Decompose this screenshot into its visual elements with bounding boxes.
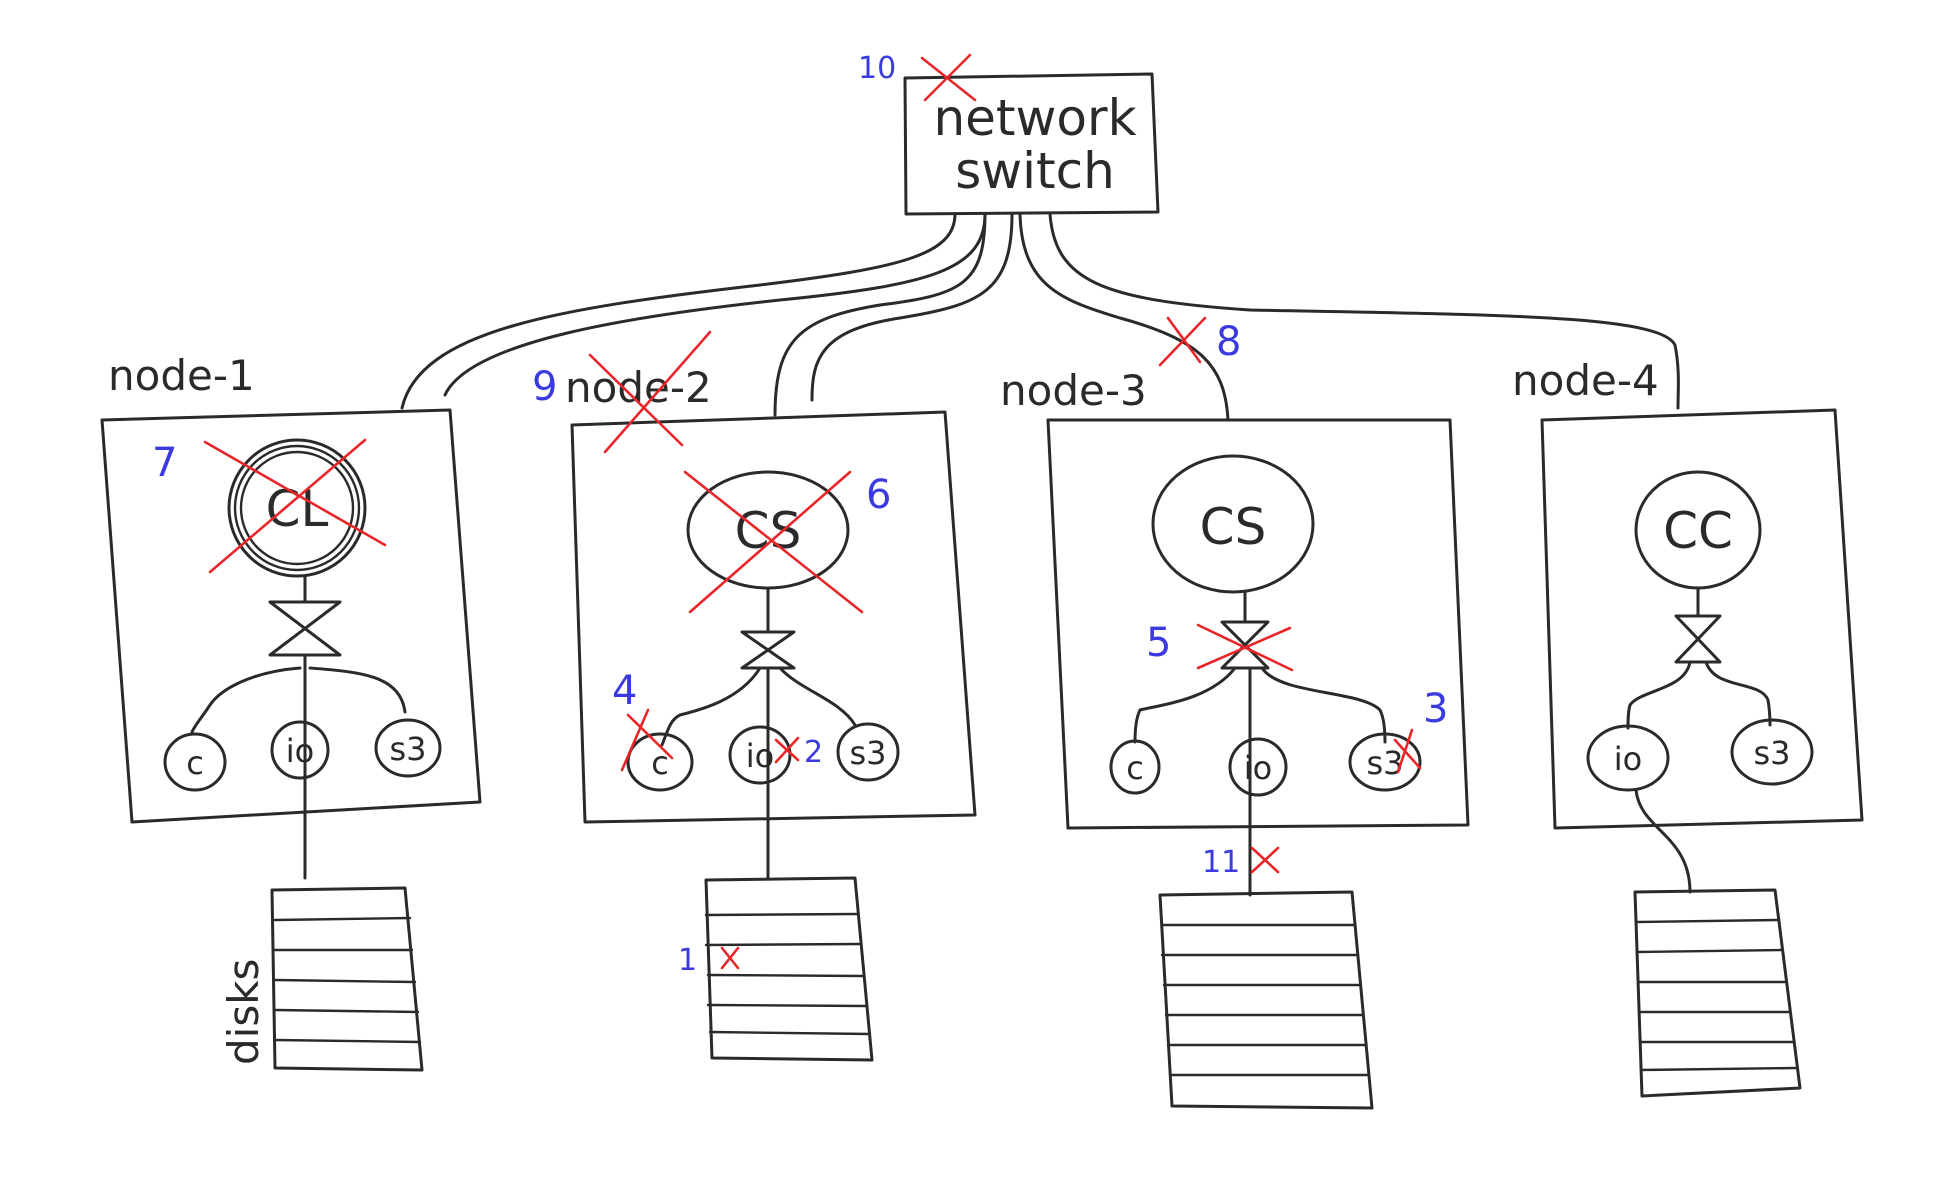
- node-2-port-io: [728, 725, 792, 785]
- node-3-port-c: [1109, 739, 1161, 795]
- node-1-service-label: CL: [266, 480, 329, 538]
- network-switch: network switch: [903, 72, 1160, 216]
- node-4: node-4 CC io s3: [1512, 356, 1864, 894]
- node-2-connector-icon: [740, 630, 796, 670]
- node-1-port-io: [270, 720, 330, 780]
- node-3-port-s3: [1348, 732, 1422, 792]
- node-1-port-c-label: c: [186, 744, 204, 782]
- failure-mark-8: [1158, 316, 1207, 367]
- disk-stack-1: [270, 886, 424, 1072]
- node-3-connector-icon: [1220, 620, 1270, 670]
- disks-label-group: disks: [219, 959, 268, 1065]
- failure-number-10: 10: [858, 51, 896, 86]
- failure-mark-4: [620, 708, 674, 772]
- node-3-port-c-label: c: [1126, 749, 1144, 787]
- node-2-port-s3-label: s3: [849, 734, 886, 772]
- node-4-service-label: CC: [1663, 502, 1733, 560]
- failure-number-9: 9: [532, 364, 557, 410]
- failure-number-4: 4: [612, 668, 637, 714]
- node-1-connector-icon: [268, 600, 342, 657]
- failure-number-8: 8: [1216, 319, 1241, 365]
- failure-number-6: 6: [866, 472, 891, 518]
- disk-stack-4: [1633, 888, 1802, 1098]
- failure-mark-9: [588, 330, 712, 454]
- cs-service-circle-node-3: [1151, 454, 1315, 594]
- node-3: node-3 CS c io s3: [1000, 366, 1470, 897]
- node-2-port-s3: [836, 722, 900, 782]
- failure-mark-3: [1393, 728, 1422, 774]
- node-1-label: node-1: [108, 351, 255, 400]
- node-3-port-io: [1228, 737, 1288, 797]
- node-1-port-io-label: io: [286, 732, 314, 770]
- failure-mark-11: [1250, 846, 1280, 874]
- node-1-port-s3: [374, 718, 442, 778]
- switch-label-line2: switch: [955, 142, 1115, 200]
- node-3-port-s3-label: s3: [1366, 744, 1403, 782]
- failure-number-2: 2: [804, 735, 823, 770]
- node-2-label: node-2: [565, 363, 712, 412]
- failure-number-5: 5: [1146, 620, 1171, 666]
- node-1-port-s3-label: s3: [389, 730, 426, 768]
- node-4-port-io: [1586, 724, 1670, 792]
- failure-mark-10: [920, 53, 977, 102]
- network-cables: [400, 212, 1680, 422]
- failure-marks: [203, 53, 1422, 970]
- node-2-service-label: CS: [735, 502, 802, 560]
- failure-mark-6: [683, 470, 864, 614]
- failure-numbers: 10 9 8 7 6 5 4 3 2 11 1: [152, 51, 1448, 978]
- failure-number-7: 7: [152, 440, 177, 486]
- node-3-port-io-label: io: [1244, 749, 1272, 787]
- disk-stack-3: [1158, 890, 1374, 1110]
- switch-label-line1: network: [933, 89, 1136, 147]
- disk-stack-2: [704, 876, 874, 1062]
- failure-mark-1: [720, 946, 740, 970]
- node-4-port-s3: [1730, 718, 1814, 786]
- failure-number-1: 1: [678, 943, 697, 978]
- node-4-connector-icon: [1674, 614, 1722, 664]
- node-3-label: node-3: [1000, 366, 1147, 415]
- cl-service-circle: [227, 438, 367, 578]
- disks-label: disks: [219, 959, 268, 1065]
- failure-number-3: 3: [1423, 686, 1448, 732]
- node-2-port-c-label: c: [651, 744, 669, 782]
- node-4-port-io-label: io: [1614, 740, 1642, 778]
- node-1-port-c: [163, 732, 227, 792]
- failure-mark-5: [1196, 623, 1294, 672]
- node-1: node-1 CL c io s3: [100, 351, 482, 880]
- node-4-port-s3-label: s3: [1753, 734, 1790, 772]
- failure-number-11: 11: [1202, 845, 1240, 880]
- failure-mark-7: [203, 438, 387, 574]
- failure-mark-2: [774, 736, 800, 764]
- node-2-port-c: [626, 732, 694, 792]
- node-4-label: node-4: [1512, 356, 1659, 405]
- node-2: node-2 CS c io s3: [565, 363, 977, 880]
- node-3-service-label: CS: [1200, 498, 1267, 556]
- node-2-port-io-label: io: [746, 737, 774, 775]
